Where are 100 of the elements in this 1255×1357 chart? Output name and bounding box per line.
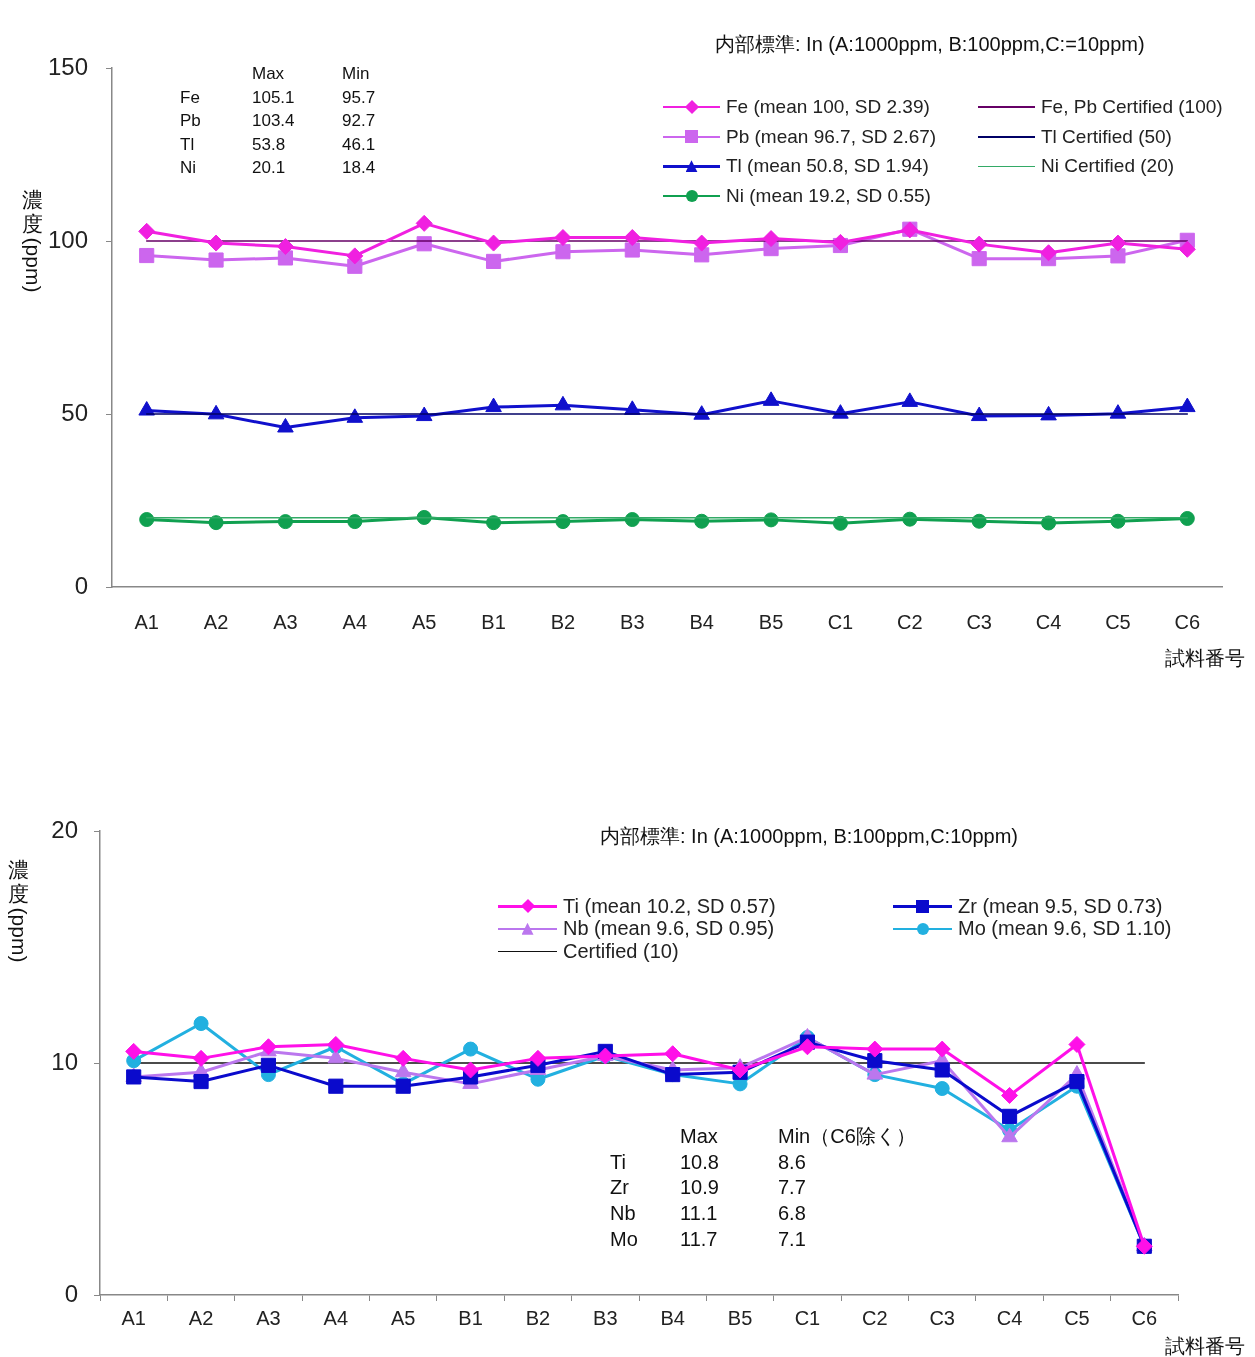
point [138, 222, 156, 240]
point [485, 234, 503, 252]
x-tick-label: B3 [620, 610, 645, 633]
y-tick-label: 100 [47, 225, 88, 253]
point [970, 235, 988, 253]
x-tick-label: C5 [1064, 1306, 1090, 1329]
point [485, 397, 502, 413]
legend-label: Tl (mean 50.8, SD 1.94) [726, 155, 929, 178]
x-tick-label: C2 [862, 1306, 888, 1329]
y-axis-title: 濃度(ppm) [6, 858, 32, 963]
x-tick-label: C4 [1035, 610, 1062, 633]
x-tick-label: C6 [1174, 610, 1201, 633]
x-tick-label: A5 [390, 1306, 416, 1329]
text: Zr 10.9 7.7 [610, 1176, 806, 1199]
legend-label: Zr (mean 9.5, SD 0.73) [958, 894, 1163, 918]
point [554, 395, 572, 411]
point [934, 1062, 950, 1078]
legend-label: Fe (mean 100, SD 2.39) [726, 95, 930, 118]
point [277, 417, 294, 433]
x-tick-label: A1 [134, 610, 159, 633]
text: Ni 20.1 18.4 [180, 158, 376, 178]
x-tick-label: C3 [966, 610, 992, 633]
point [971, 251, 987, 267]
point [1178, 240, 1196, 258]
x-axis-title: 試料番号 [1165, 1334, 1245, 1357]
point [1040, 244, 1058, 262]
point [192, 1049, 210, 1067]
x-tick-label: A2 [203, 610, 229, 633]
point [1001, 1086, 1019, 1104]
x-tick-label: C1 [827, 610, 854, 633]
text: Tl 53.8 46.1 [180, 134, 376, 154]
y-tick-label: 20 [51, 815, 78, 843]
point [208, 252, 224, 268]
x-tick-label: A3 [273, 610, 298, 633]
x-tick-label: C6 [1131, 1306, 1158, 1329]
x-tick-label: B4 [689, 610, 714, 633]
x-tick-label: C2 [897, 610, 923, 633]
point [1109, 234, 1127, 252]
point [193, 1073, 209, 1090]
text: Ti 10.8 8.6 [610, 1150, 806, 1173]
x-tick-label: B5 [758, 610, 784, 633]
point [462, 1061, 480, 1079]
legend-label: Pb (mean 96.7, SD 2.67) [726, 125, 937, 148]
y-tick-label: 0 [74, 571, 88, 599]
point [623, 229, 641, 247]
point [1068, 1035, 1086, 1053]
text: Pb 103.4 92.7 [180, 111, 376, 131]
y-tick-label: 10 [51, 1047, 78, 1075]
point [139, 512, 155, 528]
text: Max Min [252, 64, 370, 83]
x-tick-label: B4 [660, 1306, 685, 1329]
point [463, 1041, 479, 1057]
point [554, 229, 572, 247]
text: Nb 11.1 6.8 [610, 1202, 806, 1225]
x-tick-label: A1 [121, 1306, 146, 1329]
point [139, 247, 155, 264]
point [831, 233, 849, 251]
x-tick-label: B2 [550, 610, 576, 633]
y-tick-label: 50 [61, 398, 88, 426]
point [276, 238, 294, 256]
x-tick-label: A3 [256, 1306, 281, 1329]
point [207, 234, 225, 252]
x-tick-label: C3 [929, 1306, 955, 1329]
text: Fe 105.1 95.7 [180, 87, 376, 107]
x-tick-label: C4 [996, 1306, 1023, 1329]
point [901, 392, 919, 407]
point [1001, 1108, 1018, 1124]
point [693, 234, 711, 252]
point [346, 247, 364, 265]
point [933, 1040, 951, 1058]
text: Mo 11.7 7.1 [610, 1227, 806, 1250]
point [415, 214, 433, 232]
point [529, 1049, 547, 1067]
legend-label: Mo (mean 9.6, SD 1.10) [958, 917, 1172, 941]
x-tick-label: B3 [593, 1306, 618, 1329]
chart-title: 内部標準: In (A:1000ppm, B:100ppm,C:=10ppm) [715, 32, 1145, 57]
point [1110, 248, 1126, 264]
legend-label: Certified (10) [563, 939, 679, 963]
x-tick-label: C1 [794, 1306, 821, 1329]
text: Max Min（C6除く） [680, 1125, 916, 1147]
legend-label: Nb (mean 9.6, SD 0.95) [563, 917, 775, 941]
point [867, 1053, 883, 1069]
x-tick-label: A5 [411, 610, 437, 633]
point [866, 1040, 884, 1058]
point [664, 1045, 682, 1063]
x-tick-label: B5 [727, 1306, 753, 1329]
point [193, 1016, 209, 1032]
y-axis-title: 濃度(ppm) [20, 188, 46, 293]
x-tick-label: B2 [525, 1306, 551, 1329]
legend-label: Fe, Pb Certified (100) [1041, 95, 1223, 118]
point [1179, 397, 1196, 413]
point [328, 1078, 344, 1094]
legend-label: Ni Certified (20) [1041, 155, 1175, 178]
x-tick-label: A4 [323, 1306, 349, 1329]
point [934, 1081, 950, 1097]
x-axis-title: 試料番号 [1165, 646, 1245, 671]
point [327, 1035, 345, 1053]
y-tick-label: 150 [47, 52, 88, 80]
point [555, 244, 571, 260]
chart-title: 内部標準: In (A:1000ppm, B:100ppm,C:10ppm) [600, 824, 1018, 849]
